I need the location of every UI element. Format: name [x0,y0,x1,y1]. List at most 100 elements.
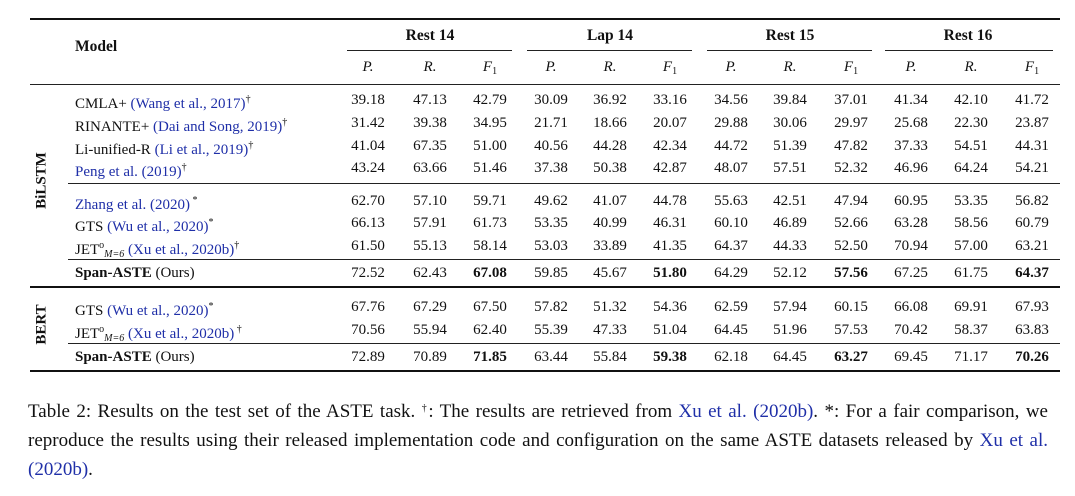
table-cell: 63.66 [413,160,447,176]
citation-link[interactable]: Zhang et al. (2020) [75,197,190,213]
table-cell: 58.37 [954,322,988,338]
table-cell: 46.89 [773,215,807,231]
table-cell: 67.29 [413,299,447,315]
table-cell: 69.91 [954,299,988,315]
table-cell: 48.07 [714,160,748,176]
table-cell: 44.31 [1015,138,1049,154]
table-cell: 54.36 [653,299,687,315]
table-cell: 54.21 [1015,160,1049,176]
table-cell: 64.45 [773,349,807,365]
table-cell: 70.89 [413,349,447,365]
model-name: GTS (Wu et al., 2020)* [75,217,214,235]
group-label-bilstm: BiLSTM [33,152,50,209]
table-cell: 46.31 [653,215,687,231]
table-cell: 33.16 [653,92,687,108]
table-cell: 44.72 [714,138,748,154]
table-cell: 34.95 [473,115,507,131]
table-cell: 57.00 [954,238,988,254]
model-header: Model [75,38,118,55]
table-cell: 71.85 [473,349,507,365]
citation-link[interactable]: (Wang et al., 2017) [130,96,246,112]
metric-header: F1 [482,59,498,77]
table-cell: 66.13 [351,215,385,231]
table-cell: 30.09 [534,92,568,108]
table-cell: 31.42 [351,115,385,131]
table-cell: 59.85 [534,265,568,281]
table-bottom-rule [30,370,1060,372]
table-cell: 41.07 [593,193,627,209]
caption-citation-2[interactable]: Xu et al. (2020b) [28,430,1049,480]
rule-between-groups [30,286,1060,288]
table-cell: 51.00 [473,138,507,154]
citation-link[interactable]: (Wu et al., 2020) [107,303,209,319]
table-cell: 62.70 [351,193,385,209]
table-cell: 47.13 [413,92,447,108]
table-cell: 44.28 [593,138,627,154]
table-caption: Table 2: Results on the test set of the … [28,401,1049,480]
metric-header: F1 [662,59,678,77]
table-cell: 70.94 [894,238,928,254]
table-cell: 37.38 [534,160,568,176]
table-cell: 47.82 [834,138,868,154]
table-cell: 34.56 [714,92,748,108]
metric-header: F1 [1024,59,1040,77]
table-cell: 59.38 [653,349,687,365]
table-cell: 51.04 [653,322,687,338]
table-cell: 63.83 [1015,322,1049,338]
metric-header: R. [964,59,978,75]
table-cell: 44.33 [773,238,807,254]
table-cell: 45.67 [593,265,627,281]
table-cell: 57.56 [834,265,868,281]
table-cell: 63.28 [894,215,928,231]
table-cell: 42.10 [954,92,988,108]
table-cell: 56.82 [1015,193,1049,209]
table-cell: 21.71 [534,115,568,131]
model-name: Span-ASTE (Ours) [75,349,195,365]
table-cell: 67.93 [1015,299,1049,315]
table-cell: 53.35 [534,215,568,231]
dataset-header-rest16: Rest 16 [943,27,993,44]
table-cell: 53.35 [954,193,988,209]
table-cell: 62.18 [714,349,748,365]
citation-link[interactable]: (Wu et al., 2020) [107,219,209,235]
table-cell: 55.63 [714,193,748,209]
table-cell: 55.84 [593,349,627,365]
table-cell: 40.99 [593,215,627,231]
metric-header: P. [545,59,557,75]
table-cell: 57.91 [413,215,447,231]
table-cell: 25.68 [894,115,928,131]
table-cell: 62.59 [714,299,748,315]
table-cell: 39.18 [351,92,385,108]
table-cell: 62.40 [473,322,507,338]
model-name: JEToM=6 (Xu et al., 2020b)† [75,240,240,260]
table-cell: 67.35 [413,138,447,154]
caption-citation-1[interactable]: Xu et al. (2020b) [678,401,814,422]
metric-header: R. [603,59,617,75]
model-name: CMLA+ (Wang et al., 2017)† [75,94,251,112]
citation-link[interactable]: Peng et al. (2019) [75,164,182,180]
table-cell: 70.56 [351,322,385,338]
table-cell: 70.26 [1015,349,1049,365]
table-cell: 55.94 [413,322,447,338]
table-cell: 36.92 [593,92,627,108]
citation-link[interactable]: (Xu et al., 2020b) [124,242,235,258]
table-cell: 49.62 [534,193,568,209]
table-cell: 47.94 [834,193,868,209]
table-cell: 51.32 [593,299,627,315]
dataset-rule-rest15 [707,50,872,51]
model-name: Peng et al. (2019)† [75,162,187,180]
table-cell: 42.34 [653,138,687,154]
table-cell: 52.12 [773,265,807,281]
table-cell: 42.51 [773,193,807,209]
table-cell: 60.79 [1015,215,1049,231]
citation-link[interactable]: (Xu et al., 2020b) [124,326,235,342]
citation-link[interactable]: (Dai and Song, 2019) [153,119,283,135]
table-cell: 29.88 [714,115,748,131]
dataset-rule-lap14 [527,50,692,51]
table-cell: 60.10 [714,215,748,231]
table-cell: 67.08 [473,265,507,281]
table-cell: 57.51 [773,160,807,176]
citation-link[interactable]: (Li et al., 2019) [154,142,249,158]
model-name: Zhang et al. (2020) * [75,195,198,213]
table-cell: 44.78 [653,193,687,209]
